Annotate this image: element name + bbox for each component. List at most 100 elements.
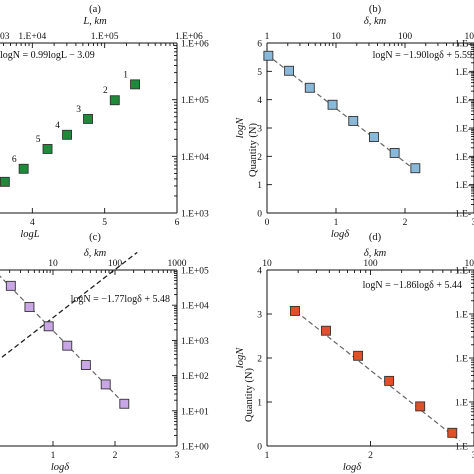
panel-c: (c) δ, km 1 2 3 logδ 10 100 1000 1.E+00 1.E+01 1.E+… [0,232,255,473]
panel-a: (a)L, km3456logL031.E+041.E+051.E+061.E+… [0,4,209,358]
panel-label: (c) [89,232,101,243]
x-axis-label: logδ [51,462,70,473]
right-tick-label: 1.E- [455,40,471,50]
x-tick-label: 1 [334,218,339,228]
right-tick-label: 1.E+03 [181,337,209,347]
data-point [42,144,53,154]
data-point [410,163,421,174]
top-tick-label: 1000 [465,32,474,42]
data-point [62,340,73,351]
fit-equation: logN = 0.99logL − 3.09 [0,50,95,61]
top-tick-label: 100 [108,259,123,269]
data-point [18,163,29,174]
x-tick-label: 6 [175,218,180,228]
right-tick-label: 1.E+03 [181,210,209,220]
x-tick-label: 2 [368,451,373,461]
y-tick-label: 2 [257,153,262,163]
x-tick-label: 2 [403,218,408,228]
panel-label: (b) [369,4,382,15]
data-point [289,305,300,316]
top-tick-label: 1.E+04 [18,32,46,42]
data-point [100,379,111,390]
right-tick-label: 1.E [455,311,468,321]
x-tick-label: 3 [472,451,474,461]
panel-label: (d) [369,232,382,243]
right-tick-label: 1.E+00 [181,443,209,453]
top-tick-label: 10 [48,259,58,269]
y-tick-label: 4 [257,267,262,277]
right-tick-label: 1.E+02 [181,372,209,382]
top-tick-label: 10 [331,32,341,42]
data-point [5,280,16,291]
data-point [353,350,364,361]
fit-equation: logN = −1.90logδ + 5.59 [373,50,472,61]
fit-equation: logN = −1.86logδ + 5.44 [363,280,462,291]
y-axis-label: logN [235,347,246,368]
top-tick-label: 1.E+06 [175,32,203,42]
data-point [321,325,331,336]
data-point [389,147,400,158]
panel-b: (b)δ, km0123logδ11010010000123456logN1.E… [235,4,474,240]
data-point [24,302,35,312]
top-axis-label: L, km [82,16,107,27]
data-point [0,176,10,187]
right-tick-label: 1.E- [455,210,471,220]
x-tick-label: 5 [102,218,107,228]
right-tick-label: 1.E [455,267,468,277]
panel-d: (d)δ, km123logδ10100100001234logN1.E1.E1… [235,232,474,473]
y-tick-label: 3 [257,311,262,321]
right-tick-label: 1.E- [455,68,471,78]
data-point [80,360,91,370]
point-label: 6 [12,155,17,165]
right-tick-label: 1.E+04 [181,302,209,312]
data-point [384,375,395,386]
y-tick-label: 1 [257,181,262,191]
point-label: 1 [123,70,128,80]
data-point [119,398,130,409]
fit-line [1,251,138,358]
y-tick-label: 6 [257,40,262,50]
top-axis-label: δ, km [84,248,107,259]
right-tick-label: 1.E+05 [181,96,209,106]
right-tick-label: 1.E+05 [181,267,209,277]
top-tick-label: 03 [0,32,10,42]
y-tick-label: 4 [257,96,262,106]
data-point [369,132,379,143]
right-tick-label: 1.E [455,355,468,365]
top-tick-label: 10 [262,259,272,269]
x-axis-label: logL [20,229,39,240]
y-tick-label: 2 [257,355,262,365]
point-label: 3 [76,105,81,115]
data-point [62,129,73,140]
fit-equation: logN = −1.77logδ + 5.48 [71,294,170,305]
right-tick-label: 1.E [455,443,468,453]
x-tick-label: 1 [265,451,270,461]
y-axis-label: logN [235,117,246,138]
y-tick-label: 1 [257,399,262,409]
top-axis-label: δ, km [364,248,387,259]
right-tick-label: 1.E- [455,96,471,106]
data-point [109,95,120,106]
top-tick-label: 100 [398,32,413,42]
data-point [304,82,315,93]
right-tick-label: 1.E- [455,125,471,135]
data-point [327,99,338,110]
top-tick-label: 1000 [465,259,474,269]
data-point [130,79,140,90]
top-axis-label: δ, km [364,16,387,27]
right-tick-label: 1.E- [455,153,471,163]
point-label: 2 [103,86,108,96]
y-tick-label: 0 [257,443,262,453]
right-tick-label: 1.E+06 [181,40,209,50]
top-tick-label: 100 [363,259,378,269]
y-tick-label: 0 [257,210,262,220]
data-point [83,113,93,124]
top-tick-label: 1 [265,32,270,42]
x-tick-label: 1 [51,451,56,461]
y-tick-label: 5 [257,68,262,78]
point-label: 4 [55,121,60,131]
data-point [43,321,54,332]
right-tick-label: 1.E- [455,181,471,191]
x-tick-label: 3 [175,451,180,461]
